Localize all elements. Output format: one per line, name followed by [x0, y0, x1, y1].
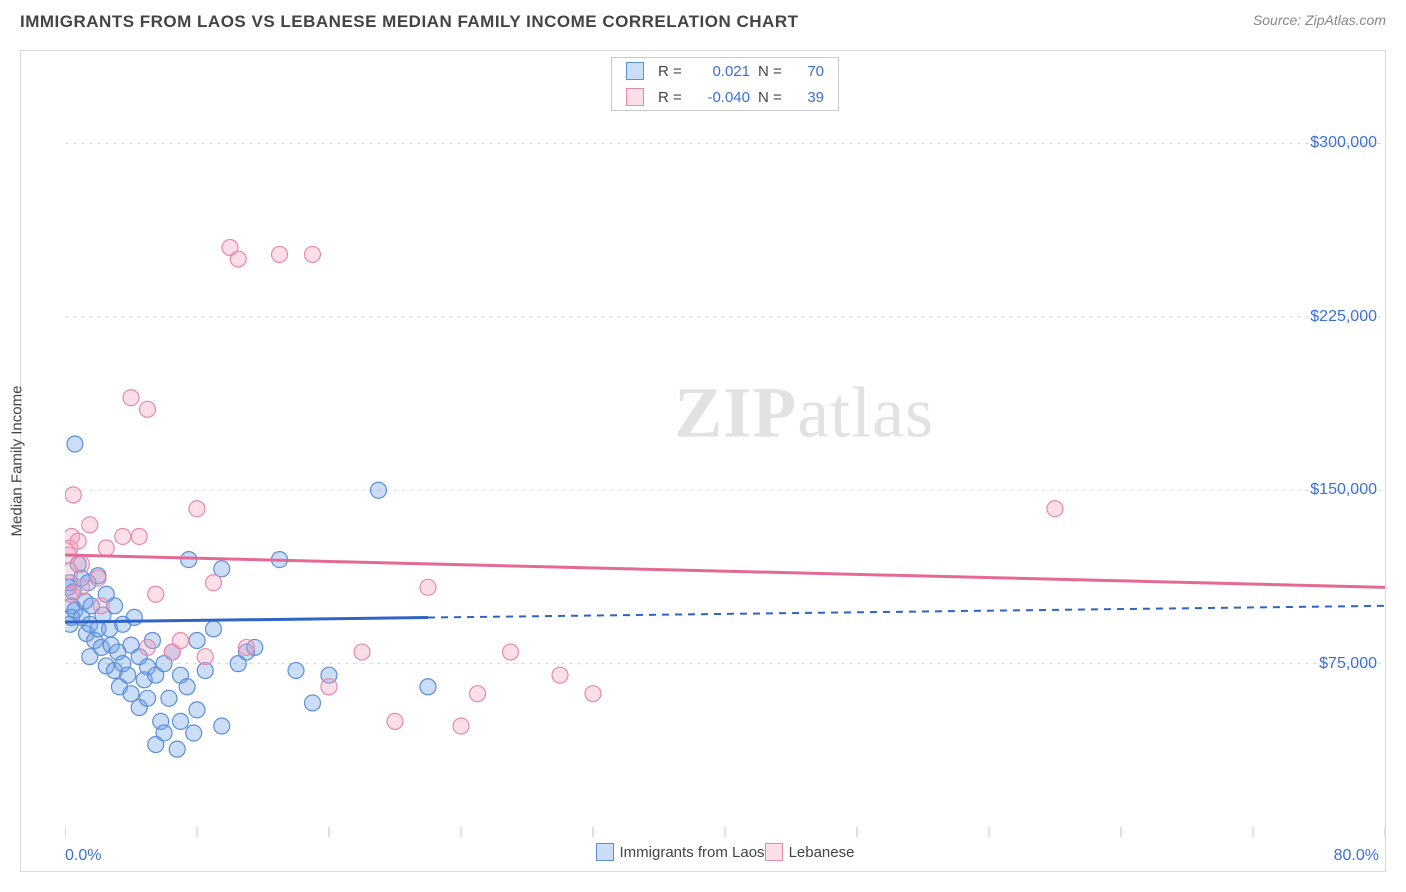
legend-r-label: R =: [658, 89, 686, 106]
y-tick-label: $300,000: [1310, 134, 1377, 152]
legend-r-value: -0.040: [694, 89, 750, 106]
legend-swatch: [626, 62, 644, 80]
source-label: Source: ZipAtlas.com: [1253, 12, 1386, 28]
x-axis-row: 0.0% Immigrants from Laos Lebanese 80.0%: [65, 837, 1385, 871]
y-tick-label: $75,000: [1319, 655, 1377, 673]
legend-r-label: R =: [658, 63, 686, 80]
legend-item-lebanese: Lebanese: [765, 843, 855, 861]
series-legend: Immigrants from Laos Lebanese: [596, 843, 855, 865]
y-tick-label: $150,000: [1310, 481, 1377, 499]
legend-n-label: N =: [758, 89, 786, 106]
legend-label: Lebanese: [789, 844, 855, 861]
scatter-plot: [65, 51, 1385, 837]
legend-r-value: 0.021: [694, 63, 750, 80]
legend-label: Immigrants from Laos: [620, 844, 765, 861]
legend-swatch: [596, 843, 614, 861]
legend-n-value: 39: [794, 89, 824, 106]
x-max-label: 80.0%: [1334, 847, 1379, 865]
legend-swatch: [626, 88, 644, 106]
legend-swatch: [765, 843, 783, 861]
legend-n-value: 70: [794, 63, 824, 80]
legend-item-laos: Immigrants from Laos: [596, 843, 765, 861]
chart-container: Median Family Income R =0.021N =70R =-0.…: [20, 50, 1386, 872]
y-tick-label: $225,000: [1310, 308, 1377, 326]
chart-title: IMMIGRANTS FROM LAOS VS LEBANESE MEDIAN …: [20, 12, 798, 32]
correlation-legend: R = 0.021 N = 70 R = -0.040 N = 39: [611, 57, 839, 111]
plot-area: R =0.021N =70R =-0.040N =39 ZIPatlas $75…: [65, 51, 1385, 837]
legend-row-laos: R = 0.021 N = 70: [612, 58, 838, 84]
y-axis-label: Median Family Income: [9, 386, 26, 537]
x-min-label: 0.0%: [65, 847, 101, 865]
legend-row-lebanese: R = -0.040 N = 39: [612, 84, 838, 110]
legend-n-label: N =: [758, 63, 786, 80]
